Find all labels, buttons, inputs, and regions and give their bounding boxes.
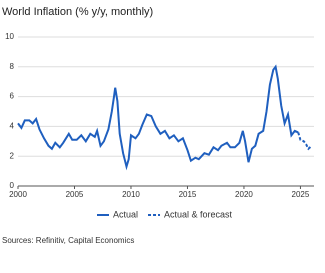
legend-label: Actual xyxy=(113,209,138,219)
y-tick-label: 6 xyxy=(10,92,15,101)
y-tick-label: 10 xyxy=(5,32,14,41)
x-tick-label: 2020 xyxy=(235,190,253,199)
y-tick-label: 8 xyxy=(10,62,15,71)
y-tick-label: 0 xyxy=(10,181,15,190)
x-tick-label: 2005 xyxy=(66,190,84,199)
source-note: Sources: Refinitiv, Capital Economics xyxy=(2,236,134,245)
x-tick-label: 2000 xyxy=(9,190,27,199)
legend-label: Actual & forecast xyxy=(164,209,233,219)
x-tick-label: 2025 xyxy=(292,190,310,199)
data-line xyxy=(297,132,313,151)
x-tick-label: 2010 xyxy=(122,190,140,199)
chart-title: World Inflation (% y/y, monthly) xyxy=(2,6,153,18)
y-tick-label: 2 xyxy=(10,151,15,160)
data-line xyxy=(17,64,299,171)
x-tick-label: 2015 xyxy=(179,190,197,199)
y-tick-label: 4 xyxy=(10,122,15,131)
